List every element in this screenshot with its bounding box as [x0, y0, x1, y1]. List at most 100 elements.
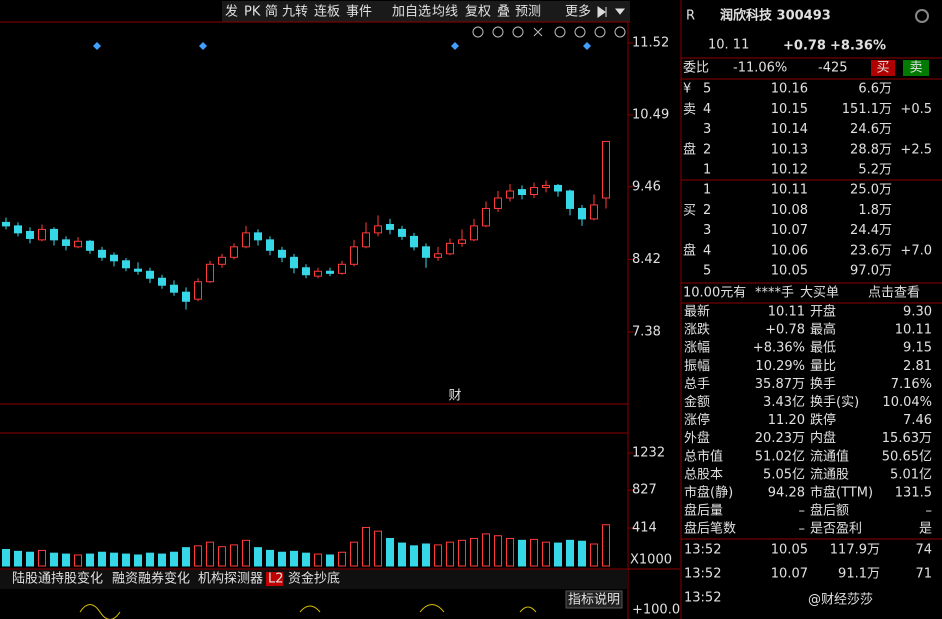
change: +0.78 — [783, 39, 826, 54]
level: 5 — [703, 264, 711, 279]
candle-body — [506, 190, 514, 199]
stat-label: 金额 — [684, 394, 710, 410]
candle-body — [578, 207, 586, 220]
book-volume: 23.6万 — [850, 243, 892, 258]
stat-label: 涨幅 — [684, 341, 710, 356]
book-price: 10.11 — [771, 183, 808, 198]
toolbar-button[interactable]: 复权 — [465, 4, 491, 20]
candle-body — [326, 270, 334, 274]
sell-button[interactable] — [903, 60, 929, 76]
stat-label: 是否盈利 — [810, 522, 862, 537]
volume-bar — [38, 549, 46, 567]
candle-body — [494, 197, 502, 209]
buy-button[interactable] — [871, 60, 895, 76]
volume-bar — [362, 526, 370, 567]
volume-bar — [494, 535, 502, 567]
stat-value: 131.5 — [895, 486, 932, 501]
toolbar-button[interactable]: 发 — [225, 4, 238, 20]
sell-button-label[interactable]: 卖 — [909, 61, 922, 76]
candle-body — [122, 260, 130, 269]
toolbar-icon[interactable] — [597, 6, 626, 18]
indicator-button-label[interactable]: 指标说明 — [568, 593, 620, 608]
book-price: 10.14 — [771, 122, 808, 137]
volume-bar — [158, 553, 166, 567]
volume-bar — [26, 551, 34, 567]
tab[interactable]: 陆股通持股变化 — [12, 571, 103, 587]
stat-label: 涨停 — [684, 412, 710, 428]
tab[interactable]: L2 — [268, 572, 284, 587]
stat-label: 总股本 — [684, 467, 723, 482]
book-volume: 97.0万 — [850, 264, 892, 279]
volume-bar — [14, 550, 22, 567]
stat-label: 流通股 — [810, 467, 849, 482]
y-tick-label: 827 — [632, 483, 657, 498]
toolbar-button[interactable]: PK — [244, 5, 261, 20]
info-item[interactable]: 点击查看 — [868, 285, 920, 301]
settings-icon[interactable] — [915, 9, 929, 23]
toolbar-button[interactable]: 均线 — [432, 5, 458, 20]
volume-bar — [254, 547, 262, 567]
toolbar-button[interactable]: 连板 — [314, 4, 340, 20]
candle-body — [542, 184, 550, 189]
book-price: 10.05 — [771, 264, 808, 279]
toolbar-button[interactable]: 预测 — [515, 5, 541, 20]
tab[interactable]: 融资融券变化 — [112, 571, 190, 587]
stat-label: 涨跌 — [684, 322, 710, 338]
stat-value: 2.81 — [903, 359, 932, 374]
watermark: @财经莎莎 — [808, 593, 873, 608]
candle-body — [50, 228, 58, 241]
stat-value: 50.65亿 — [882, 449, 932, 464]
candle-body — [410, 235, 418, 248]
candle-body — [350, 246, 358, 265]
chart-icons — [472, 26, 626, 38]
stat-label: 盘后笔数 — [684, 521, 736, 537]
volume-bar — [338, 551, 346, 567]
toolbar-button[interactable]: 事件 — [346, 5, 372, 20]
volume-bar — [434, 544, 442, 567]
stat-value: 94.28 — [768, 486, 805, 501]
tab[interactable]: 资金抄底 — [288, 571, 340, 587]
side-label: 盘 — [683, 142, 696, 158]
side-label: ¥ — [683, 82, 691, 97]
book-delta: +2.5 — [900, 142, 932, 157]
stat-value: 9.30 — [903, 305, 932, 320]
volume-bar — [398, 542, 406, 567]
tab[interactable]: 机构探测器 — [198, 572, 263, 587]
book-volume: 24.6万 — [850, 122, 892, 137]
candle-body — [590, 204, 598, 220]
stat-label: 市盘(TTM) — [810, 485, 873, 501]
volume-bar — [374, 530, 382, 567]
candle-body — [566, 190, 574, 209]
volume-bar — [602, 524, 610, 567]
stat-value: +8.36% — [753, 341, 805, 356]
y-tick-label: 11.52 — [632, 36, 669, 51]
volume-bar — [242, 539, 250, 567]
volume-bar — [86, 553, 94, 567]
toolbar-button[interactable]: 更多 — [565, 4, 591, 20]
toolbar-button[interactable]: 简 — [265, 4, 278, 20]
volume-bar — [50, 552, 58, 567]
candle-body — [86, 240, 94, 251]
volume-bar — [410, 545, 418, 567]
stat-value: 51.02亿 — [755, 449, 805, 464]
candle-body — [278, 249, 286, 258]
indicator-lines — [79, 604, 537, 619]
volume-bar — [422, 543, 430, 567]
toolbar-button[interactable]: 加自选 — [392, 5, 431, 20]
toolbar-button[interactable]: 九转 — [282, 5, 308, 20]
stat-label: 总手 — [684, 377, 710, 392]
y-tick-label: 414 — [632, 521, 657, 536]
trade-count: 74 — [915, 543, 932, 558]
toolbar-button[interactable]: 叠 — [497, 5, 510, 20]
book-price: 10.15 — [771, 102, 808, 117]
indicator-button[interactable] — [565, 590, 623, 609]
stat-value: 10.29% — [755, 359, 805, 374]
volume-bar — [518, 539, 526, 567]
volume-bar — [206, 541, 214, 567]
stat-value: 20.23万 — [755, 431, 805, 446]
candle-body — [182, 291, 190, 302]
volume-bar — [218, 546, 226, 567]
candle-body — [110, 254, 118, 262]
buy-button-label[interactable]: 买 — [876, 61, 889, 76]
volume-bar — [578, 540, 586, 567]
